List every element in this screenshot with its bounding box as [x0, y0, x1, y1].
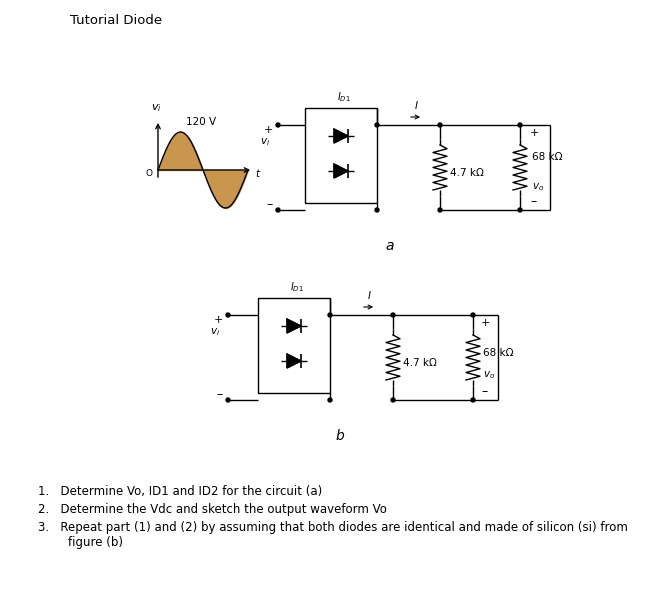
Text: Si: Si	[332, 146, 340, 156]
Circle shape	[226, 313, 230, 317]
Text: Tutorial Diode: Tutorial Diode	[70, 14, 162, 27]
Text: $I$: $I$	[414, 99, 418, 111]
Text: $v_o$: $v_o$	[483, 370, 495, 381]
Text: –: –	[481, 386, 487, 399]
Text: 4.7 kΩ: 4.7 kΩ	[450, 167, 484, 178]
Text: $I$: $I$	[367, 289, 371, 301]
Text: b: b	[336, 429, 344, 443]
Text: $v_i$: $v_i$	[260, 136, 270, 148]
Circle shape	[375, 123, 379, 127]
Text: 2.   Determine the Vdc and sketch the output waveform Vo: 2. Determine the Vdc and sketch the outp…	[38, 503, 387, 516]
Circle shape	[471, 398, 475, 402]
Text: 68 kΩ: 68 kΩ	[532, 153, 563, 162]
Circle shape	[438, 123, 442, 127]
Circle shape	[328, 313, 332, 317]
Text: +: +	[481, 318, 490, 328]
Polygon shape	[287, 319, 301, 333]
Text: $I_{D1}$: $I_{D1}$	[290, 280, 304, 294]
Circle shape	[276, 123, 280, 127]
Text: –: –	[267, 199, 273, 212]
Polygon shape	[334, 164, 348, 178]
Text: Ge: Ge	[329, 181, 343, 191]
Text: 3.   Repeat part (1) and (2) by assuming that both diodes are identical and made: 3. Repeat part (1) and (2) by assuming t…	[38, 521, 628, 549]
Text: 120 V: 120 V	[186, 117, 216, 127]
Circle shape	[391, 398, 395, 402]
Text: $t$: $t$	[255, 167, 261, 179]
Text: $v_o$: $v_o$	[532, 181, 544, 193]
Circle shape	[328, 398, 332, 402]
Polygon shape	[334, 129, 348, 143]
Text: Si: Si	[285, 371, 293, 381]
Circle shape	[391, 313, 395, 317]
Circle shape	[518, 208, 522, 212]
Bar	[258, 298, 330, 393]
Text: $I_{D1}$: $I_{D1}$	[337, 90, 351, 104]
Circle shape	[438, 208, 442, 212]
Circle shape	[276, 208, 280, 212]
Text: a: a	[386, 239, 394, 253]
Text: Si: Si	[285, 336, 293, 346]
Text: $v_i$: $v_i$	[210, 326, 220, 338]
Circle shape	[375, 208, 379, 212]
Text: +: +	[214, 315, 223, 325]
Text: 1.   Determine Vo, ID1 and ID2 for the circuit (a): 1. Determine Vo, ID1 and ID2 for the cir…	[38, 485, 323, 498]
Text: $v_i$: $v_i$	[151, 102, 161, 114]
Text: $I_{D2}$: $I_{D2}$	[290, 331, 304, 345]
Bar	[305, 108, 377, 203]
Circle shape	[471, 313, 475, 317]
Text: $I_{D2}$: $I_{D2}$	[337, 141, 351, 155]
Text: 68 kΩ: 68 kΩ	[483, 347, 514, 357]
Text: O: O	[146, 169, 153, 178]
Polygon shape	[287, 354, 301, 368]
Text: –: –	[217, 389, 223, 402]
Circle shape	[226, 398, 230, 402]
Circle shape	[518, 123, 522, 127]
Text: –: –	[530, 196, 536, 208]
Text: 4.7 kΩ: 4.7 kΩ	[403, 357, 437, 368]
Text: +: +	[264, 125, 273, 135]
Text: +: +	[530, 128, 539, 138]
